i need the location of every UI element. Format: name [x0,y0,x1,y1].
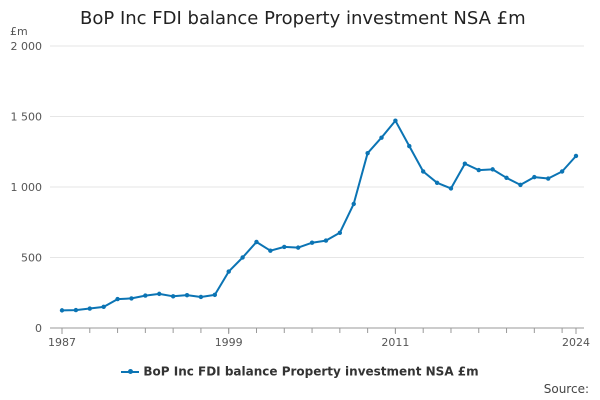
data-point [157,291,162,297]
data-point [295,245,301,250]
data-point [129,296,134,301]
y-tick-label: 2 000 [11,40,43,53]
x-tick-label: 1987 [48,336,76,349]
data-point [254,239,259,245]
data-point [337,230,343,236]
data-point [476,167,481,173]
data-point [268,248,273,253]
data-point [559,169,565,174]
data-point [198,294,204,300]
data-point [309,240,315,245]
data-point [115,296,120,302]
data-point [170,294,176,299]
data-point [323,238,329,243]
data-point [504,175,509,181]
data-point [573,153,579,159]
data-point [73,307,79,313]
data-point [101,304,106,310]
source-label: Source: [543,382,589,396]
data-point [420,169,426,174]
y-tick-label: 1 000 [11,181,43,194]
data-point [351,201,356,207]
data-point [226,269,231,274]
data-point [143,293,148,298]
legend[interactable]: BoP Inc FDI balance Property investment … [0,364,600,379]
y-tick-label: 500 [21,252,42,265]
data-point [518,182,523,188]
x-tick-label: 2011 [381,336,409,349]
series-line [61,119,577,312]
data-point [490,167,495,172]
y-axis-unit-label: £m [10,25,28,38]
data-point [546,176,551,181]
data-point [184,292,190,298]
data-point [448,186,454,191]
data-point [365,150,370,156]
y-tick-label: 0 [35,322,42,335]
data-point [379,135,384,140]
chart-title: BoP Inc FDI balance Property investment … [80,8,526,29]
data-point [462,161,468,166]
data-point [532,174,537,180]
data-point [87,306,92,311]
legend-label: BoP Inc FDI balance Property investment … [143,364,479,379]
data-point [240,255,245,260]
data-point [212,292,218,298]
x-tick-label: 1999 [215,336,243,349]
data-point [282,244,287,250]
data-point [393,118,398,123]
data-point [407,143,412,149]
y-tick-label: 1 500 [11,111,43,124]
data-point [59,308,65,313]
legend-swatch-icon [121,367,140,377]
x-tick-label: 2024 [562,336,590,349]
data-point [434,180,440,185]
